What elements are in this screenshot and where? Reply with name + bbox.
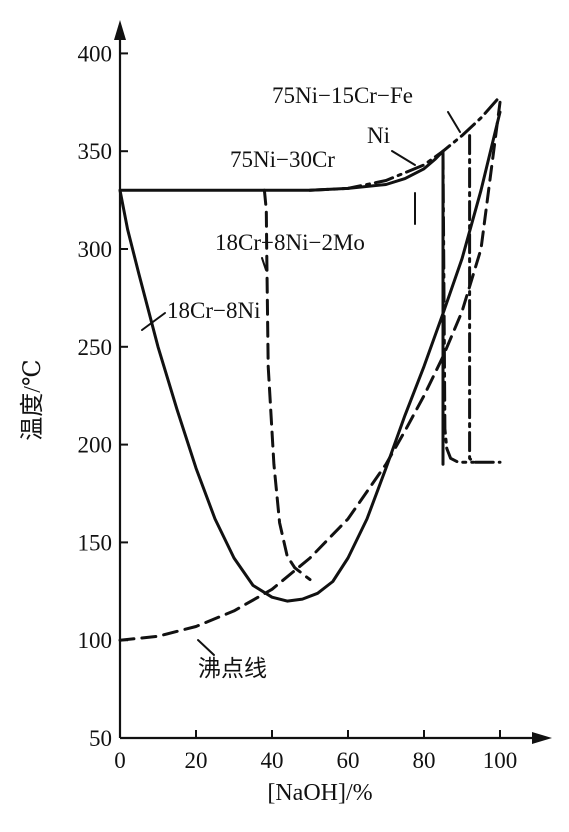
label-75ni-30cr: 75Ni−30Cr [230, 147, 335, 172]
y-tick-label: 250 [78, 335, 113, 360]
series-line-ni [308, 94, 502, 192]
leader-18cr-8ni [141, 312, 166, 331]
leader-boiling-line [197, 639, 215, 656]
x-axis-title: [NaOH]/% [267, 780, 372, 806]
series-line-18cr-8ni [118, 110, 502, 603]
series-line-ni-lower [441, 149, 475, 464]
series-line-boiling [118, 100, 502, 642]
x-tick-label: 100 [483, 748, 518, 773]
leader-ni [391, 150, 416, 166]
x-tick-label: 40 [261, 748, 284, 773]
label-ni: Ni [367, 123, 390, 148]
x-tick-label: 20 [185, 748, 208, 773]
series-line-75ni-15cr-fe [468, 134, 502, 464]
y-tick-label: 200 [78, 433, 113, 458]
x-axis-arrow [532, 732, 552, 744]
label-75ni-15cr-fe: 75Ni−15Cr−Fe [272, 83, 413, 108]
y-axis-arrow [114, 20, 126, 40]
label-boiling-line: 沸点线 [198, 656, 267, 681]
x-tick-label: 80 [413, 748, 436, 773]
y-tick-label: 150 [78, 530, 113, 555]
leader-75ni-15cr-fe [447, 111, 461, 133]
label-18cr-8ni: 18Cr−8Ni [167, 298, 260, 323]
x-tick-label: 60 [337, 748, 360, 773]
x-tick-label: 0 [114, 748, 126, 773]
leader-18cr-8ni-2mo-a [261, 257, 267, 271]
y-tick-label: 100 [78, 628, 113, 653]
ticks: 50 100 150 200 250 300 350 400 0 20 40 60 80 100 [78, 41, 518, 773]
y-axis-title: 温度/℃ [19, 359, 46, 441]
curves [118, 94, 502, 642]
y-tick-label: 400 [78, 41, 113, 66]
y-tick-label: 350 [78, 139, 113, 164]
series-line-18cr-8ni-2mo [262, 188, 312, 582]
y-tick-label: 300 [78, 237, 113, 262]
label-18cr-8ni-2mo: 18Cr−8Ni−2Mo [215, 230, 365, 255]
axes [114, 20, 552, 744]
y-tick-label: 50 [89, 726, 112, 751]
